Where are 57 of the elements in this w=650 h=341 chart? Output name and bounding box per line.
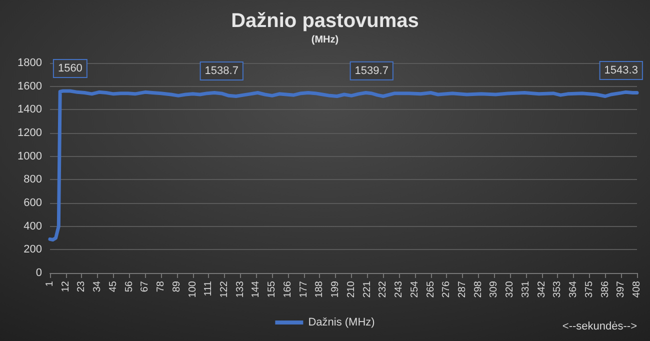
x-tick-label: 309 [488,280,500,298]
x-tick-label: 12 [60,280,72,292]
x-tick-label: 320 [504,280,516,298]
x-tick-label: 287 [456,280,468,298]
x-tick-label: 364 [568,280,580,298]
data-label: 1539.7 [354,64,388,77]
x-tick-label: 188 [314,280,326,298]
x-tick-label: 78 [156,280,167,292]
x-tick-label: 254 [409,280,420,298]
x-tick-label: 144 [250,280,262,298]
y-tick-label: 1200 [18,127,42,139]
x-tick-label: 155 [266,280,278,298]
x-tick-label: 375 [584,280,595,298]
x-tick-label: 133 [234,280,246,298]
x-tick-label: 23 [76,280,88,292]
x-tick-label: 111 [203,280,214,296]
data-label: 1538.7 [204,64,238,77]
x-tick-label: 386 [600,280,611,298]
y-tick-label: 1400 [18,104,42,116]
x-tick-label: 265 [425,280,436,298]
data-label: 1560 [58,62,82,74]
x-tick-label: 166 [282,280,294,298]
y-tick-label: 1800 [18,57,42,69]
y-tick-label: 200 [24,244,42,256]
x-tick-label: 276 [441,280,452,298]
y-tick-label: 0 [36,267,42,279]
x-tick-label: 353 [552,280,564,298]
x-tick-label: 56 [124,280,135,292]
x-tick-label: 408 [632,280,642,298]
x-tick-label: 122 [219,280,230,298]
x-tick-label: 298 [472,280,484,298]
y-tick-label: 400 [24,220,42,232]
x-tick-label: 397 [616,280,627,298]
x-tick-label: 67 [140,280,151,292]
x-axis-title: <--sekundės--> [562,320,637,332]
chart-title: Dažnio pastovumas [231,10,419,32]
chart-subtitle: (MHz) [311,34,339,46]
x-tick-label: 221 [362,280,373,298]
x-tick-label: 45 [108,280,119,292]
x-tick-label: 34 [92,280,104,292]
x-tick-label: 177 [298,280,310,298]
data-label: 1543.3 [604,64,638,76]
y-tick-label: 1000 [18,150,42,162]
y-tick-label: 600 [24,197,42,209]
x-tick-label: 1 [44,280,56,287]
x-tick-label: 342 [536,280,548,298]
x-tick-label: 100 [187,280,198,298]
x-tick-label: 199 [330,280,342,298]
y-tick-label: 800 [24,174,42,186]
x-tick-label: 89 [171,280,182,292]
x-tick-label: 210 [346,280,357,298]
x-tick-label: 331 [520,280,532,298]
legend-label: Dažnis (MHz) [308,316,375,328]
x-tick-label: 243 [394,280,405,298]
x-tick-label: 232 [378,280,389,298]
y-tick-label: 1600 [18,80,42,92]
line-series [48,89,639,242]
